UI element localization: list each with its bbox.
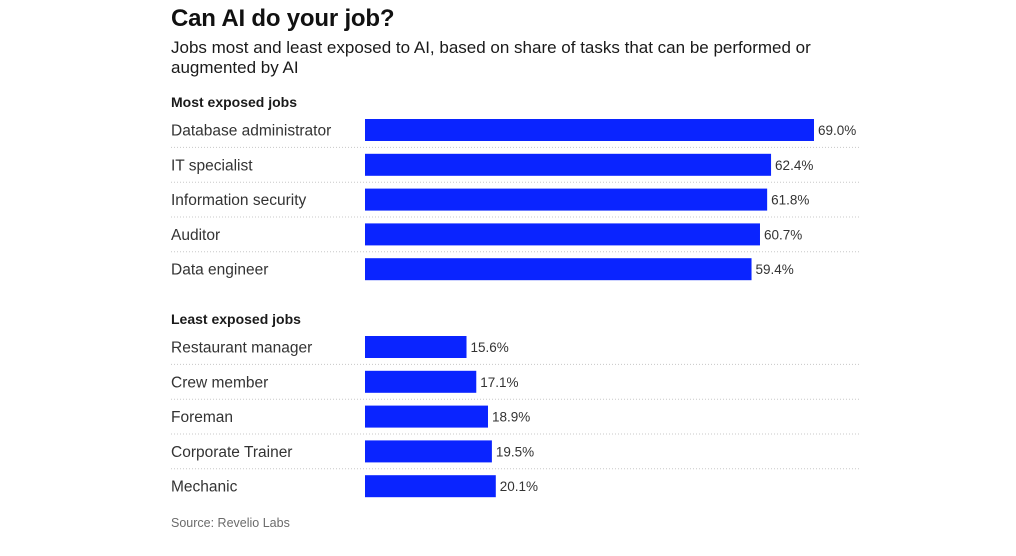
category-label: Auditor (171, 227, 220, 244)
value-label: 15.6% (471, 340, 509, 355)
bar (365, 405, 488, 428)
category-label: Information security (171, 192, 306, 209)
section-label: Most exposed jobs (171, 94, 297, 110)
bar (365, 258, 752, 281)
category-label: Crew member (171, 374, 268, 391)
bar (365, 153, 772, 176)
bar (365, 223, 760, 246)
category-label: Database administrator (171, 123, 331, 140)
category-label: Foreman (171, 409, 233, 426)
value-label: 20.1% (500, 479, 538, 494)
value-label: 17.1% (480, 375, 518, 390)
value-label: 69.0% (818, 123, 856, 138)
category-label: IT specialist (171, 157, 253, 174)
value-label: 60.7% (764, 227, 802, 242)
category-label: Data engineer (171, 262, 268, 279)
value-label: 18.9% (492, 410, 530, 425)
category-label: Restaurant manager (171, 340, 312, 357)
bar (365, 370, 477, 393)
category-label: Corporate Trainer (171, 444, 292, 461)
category-label: Mechanic (171, 479, 238, 496)
section-label: Least exposed jobs (171, 311, 301, 327)
value-label: 61.8% (771, 193, 809, 208)
source-note: Source: Revelio Labs (171, 516, 290, 530)
value-label: 19.5% (496, 444, 534, 459)
bar (365, 119, 814, 141)
chart-title: Can AI do your job? (171, 5, 395, 32)
value-label: 62.4% (775, 158, 813, 173)
bar (365, 475, 496, 498)
bar (365, 336, 467, 358)
bar (365, 188, 768, 211)
chart-subtitle: Jobs most and least exposed to AI, based… (171, 38, 811, 77)
bar (365, 440, 492, 463)
value-label: 59.4% (756, 262, 794, 277)
